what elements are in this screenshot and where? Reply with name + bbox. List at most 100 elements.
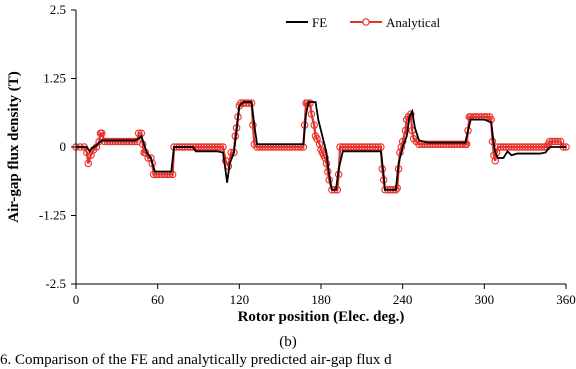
analytical-point bbox=[147, 154, 155, 162]
analytical-point bbox=[213, 143, 222, 151]
legend-analytical-label: Analytical bbox=[386, 15, 441, 30]
analytical-point bbox=[114, 137, 122, 146]
analytical-point bbox=[109, 137, 117, 146]
y-tick-label: 2.5 bbox=[50, 2, 66, 17]
analytical-point bbox=[149, 170, 158, 179]
analytical-point bbox=[321, 154, 329, 162]
analytical-point bbox=[106, 137, 114, 146]
analytical-point bbox=[130, 137, 139, 146]
analytical-point bbox=[95, 137, 103, 146]
y-tick-label: 0 bbox=[60, 139, 67, 154]
analytical-point bbox=[431, 140, 440, 149]
analytical-point bbox=[197, 143, 205, 151]
x-tick-label: 0 bbox=[73, 292, 80, 307]
legend: FE Analytical bbox=[286, 15, 441, 30]
analytical-point bbox=[505, 143, 513, 151]
panel-label: (b) bbox=[279, 334, 297, 350]
analytical-point bbox=[134, 129, 143, 138]
analytical-point bbox=[428, 140, 437, 149]
analytical-point bbox=[526, 143, 535, 151]
x-tick-label: 60 bbox=[151, 292, 164, 307]
analytical-point bbox=[407, 110, 415, 118]
analytical-point bbox=[205, 143, 214, 151]
analytical-point bbox=[119, 137, 128, 146]
analytical-point bbox=[502, 143, 510, 151]
analytical-point bbox=[200, 143, 208, 151]
analytical-point bbox=[377, 143, 385, 151]
analytical-point bbox=[447, 140, 456, 149]
analytical-point bbox=[315, 140, 324, 149]
analytical-point bbox=[507, 143, 516, 151]
analytical-point bbox=[236, 99, 245, 107]
series-fe-line bbox=[76, 101, 566, 191]
x-tick-label: 180 bbox=[311, 292, 331, 307]
analytical-point bbox=[458, 140, 467, 149]
analytical-point bbox=[496, 143, 505, 151]
series-layer bbox=[72, 99, 570, 194]
analytical-point bbox=[98, 129, 106, 138]
analytical-point bbox=[510, 143, 519, 151]
analytical-point bbox=[336, 143, 344, 151]
y-axis-label: Air-gap flux density (T) bbox=[6, 71, 22, 223]
series-analytical-line bbox=[76, 102, 566, 191]
analytical-point bbox=[491, 156, 499, 165]
analytical-point bbox=[548, 137, 557, 146]
y-tick-label: 1.25 bbox=[43, 71, 66, 86]
analytical-point bbox=[358, 143, 366, 151]
analytical-point bbox=[374, 143, 382, 151]
analytical-point bbox=[349, 143, 358, 151]
analytical-point bbox=[366, 143, 374, 151]
y-tick-label: -1.25 bbox=[39, 208, 66, 223]
analytical-point bbox=[521, 143, 529, 151]
analytical-point bbox=[513, 143, 521, 151]
analytical-point bbox=[219, 143, 227, 151]
analytical-point bbox=[202, 143, 211, 151]
analytical-point bbox=[445, 140, 453, 149]
analytical-point bbox=[339, 143, 347, 151]
analytical-point bbox=[208, 143, 216, 151]
analytical-point bbox=[515, 143, 524, 151]
analytical-point bbox=[307, 110, 316, 118]
analytical-point bbox=[111, 137, 120, 146]
analytical-point bbox=[529, 143, 538, 151]
analytical-point bbox=[535, 143, 543, 151]
analytical-point bbox=[322, 159, 331, 168]
analytical-point bbox=[545, 137, 554, 146]
x-tick-label: 300 bbox=[475, 292, 495, 307]
analytical-point bbox=[352, 143, 361, 151]
analytical-point bbox=[360, 143, 369, 151]
axes-layer: 0 60 120 180 240 300 360 -2.5 -1.25 0 1.25 2.5 bbox=[39, 2, 576, 307]
analytical-point bbox=[306, 99, 314, 107]
y-tick-label: -2.5 bbox=[45, 276, 66, 291]
analytical-point bbox=[371, 143, 380, 151]
analytical-point bbox=[211, 143, 219, 151]
analytical-point bbox=[128, 137, 136, 146]
legend-analytical-marker bbox=[362, 18, 370, 26]
analytical-point bbox=[122, 137, 131, 146]
x-tick-label: 240 bbox=[393, 292, 413, 307]
analytical-point bbox=[518, 143, 527, 151]
analytical-point bbox=[426, 140, 434, 149]
analytical-point bbox=[524, 143, 532, 151]
analytical-point bbox=[537, 143, 546, 151]
analytical-point bbox=[168, 170, 177, 179]
analytical-point bbox=[103, 137, 112, 146]
x-tick-label: 360 bbox=[556, 292, 576, 307]
analytical-point bbox=[499, 143, 508, 151]
x-tick-label: 120 bbox=[230, 292, 250, 307]
analytical-point bbox=[344, 143, 352, 151]
analytical-point bbox=[117, 137, 125, 146]
flux-density-chart: 0 60 120 180 240 300 360 -2.5 -1.25 0 1.25 2.5 FE An… bbox=[6, 2, 576, 325]
analytical-point bbox=[341, 143, 350, 151]
x-axis-label: Rotor position (Elec. deg.) bbox=[238, 309, 405, 325]
analytical-point bbox=[554, 137, 562, 146]
analytical-point bbox=[442, 140, 450, 149]
analytical-point bbox=[355, 143, 363, 151]
analytical-point bbox=[434, 140, 442, 149]
analytical-point bbox=[462, 140, 471, 149]
analytical-point bbox=[310, 121, 318, 129]
analytical-point bbox=[249, 121, 257, 129]
analytical-point bbox=[216, 143, 225, 151]
analytical-point bbox=[239, 99, 248, 107]
legend-fe-label: FE bbox=[312, 15, 327, 30]
